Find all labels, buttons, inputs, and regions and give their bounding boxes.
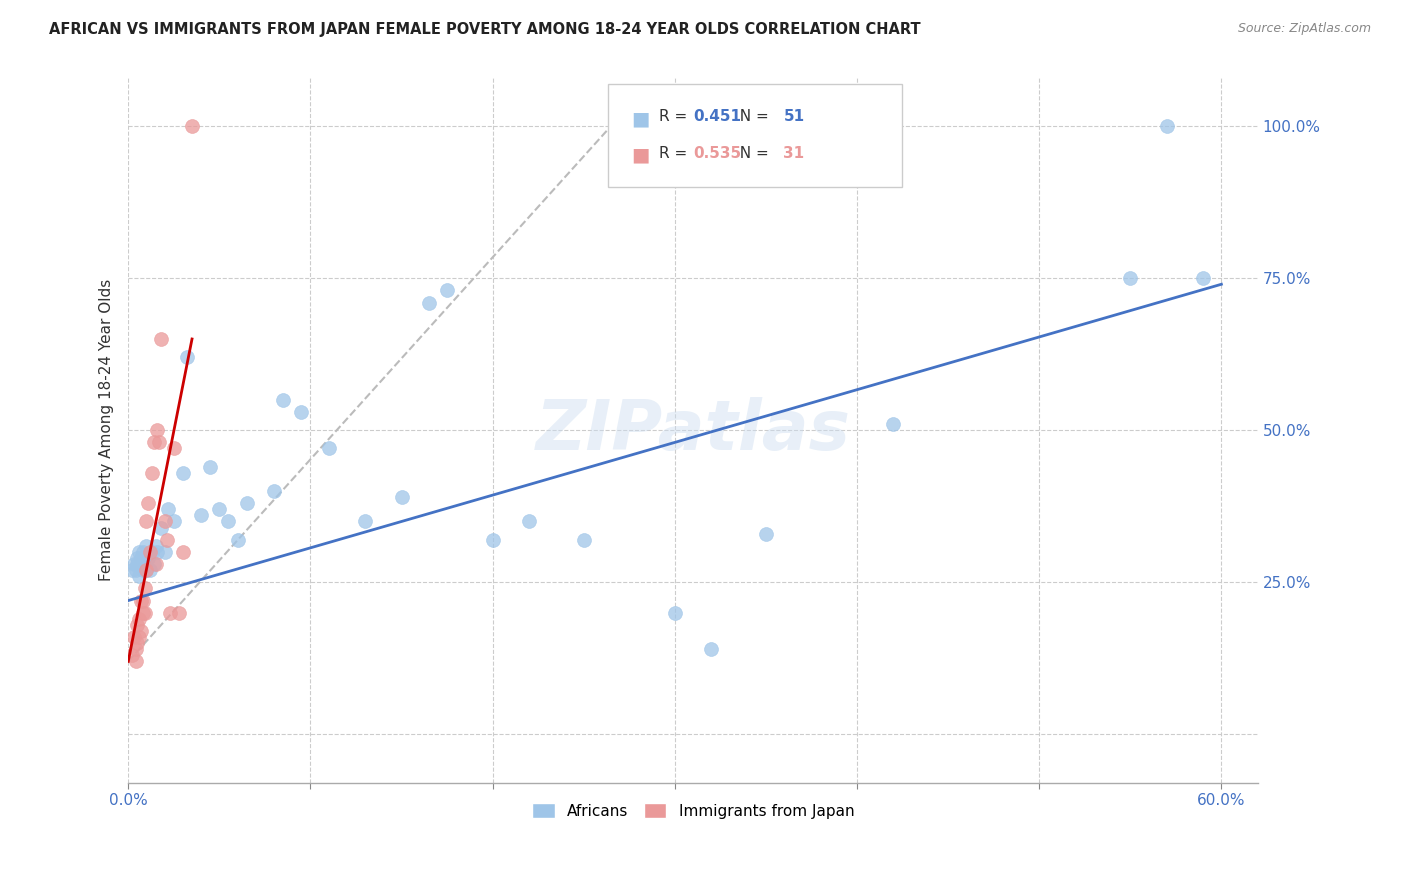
Point <box>882 417 904 432</box>
Text: 0.535: 0.535 <box>693 146 741 161</box>
Text: 0.451: 0.451 <box>693 109 741 124</box>
Point <box>139 563 162 577</box>
Point <box>271 392 294 407</box>
Point <box>132 593 155 607</box>
Point <box>127 636 149 650</box>
Text: ■: ■ <box>631 109 650 128</box>
Point <box>153 545 176 559</box>
Point <box>135 515 157 529</box>
Point <box>135 563 157 577</box>
Legend: Africans, Immigrants from Japan: Africans, Immigrants from Japan <box>526 797 860 825</box>
Point <box>129 624 152 638</box>
Point <box>418 295 440 310</box>
Point <box>136 496 159 510</box>
Point <box>755 526 778 541</box>
Point <box>127 557 149 571</box>
Point <box>128 612 150 626</box>
Point <box>136 551 159 566</box>
Point <box>226 533 249 547</box>
Point <box>127 551 149 566</box>
Text: N =: N = <box>730 109 773 124</box>
Text: R =: R = <box>659 109 692 124</box>
Point <box>436 283 458 297</box>
Point <box>200 459 222 474</box>
Point <box>354 515 377 529</box>
Text: N =: N = <box>730 146 773 161</box>
Point <box>172 466 194 480</box>
Point <box>128 630 150 644</box>
Point <box>1156 119 1178 133</box>
Point <box>141 545 163 559</box>
Point <box>217 515 239 529</box>
Text: ZIPatlas: ZIPatlas <box>536 397 851 464</box>
Point <box>134 551 156 566</box>
Point <box>481 533 503 547</box>
Point <box>181 119 204 133</box>
Point <box>1192 271 1215 285</box>
Point <box>150 520 173 534</box>
Point <box>134 557 156 571</box>
Text: R =: R = <box>659 146 692 161</box>
Text: 51: 51 <box>783 109 804 124</box>
Point <box>135 563 157 577</box>
Point <box>190 508 212 523</box>
Point <box>145 557 167 571</box>
Point <box>135 539 157 553</box>
Point <box>141 466 163 480</box>
Point <box>235 496 257 510</box>
Point <box>122 630 145 644</box>
Text: Source: ZipAtlas.com: Source: ZipAtlas.com <box>1237 22 1371 36</box>
Point <box>134 606 156 620</box>
Point <box>122 557 145 571</box>
Point <box>128 569 150 583</box>
Point <box>124 642 146 657</box>
FancyBboxPatch shape <box>609 85 903 186</box>
Point <box>163 515 186 529</box>
Point <box>172 545 194 559</box>
Point <box>208 502 231 516</box>
Point <box>128 545 150 559</box>
Point <box>146 423 169 437</box>
Point <box>148 435 170 450</box>
Point <box>142 435 165 450</box>
Point <box>132 606 155 620</box>
Point <box>517 515 540 529</box>
Point <box>146 545 169 559</box>
Point <box>134 582 156 596</box>
Y-axis label: Female Poverty Among 18-24 Year Olds: Female Poverty Among 18-24 Year Olds <box>100 279 114 582</box>
Text: AFRICAN VS IMMIGRANTS FROM JAPAN FEMALE POVERTY AMONG 18-24 YEAR OLDS CORRELATIO: AFRICAN VS IMMIGRANTS FROM JAPAN FEMALE … <box>49 22 921 37</box>
Point <box>159 606 181 620</box>
Point <box>124 563 146 577</box>
Point <box>124 654 146 668</box>
Text: 31: 31 <box>783 146 804 161</box>
Text: ■: ■ <box>631 146 650 165</box>
Point <box>664 606 686 620</box>
Point <box>145 539 167 553</box>
Point <box>121 648 143 663</box>
Point <box>129 551 152 566</box>
Point <box>290 405 312 419</box>
Point <box>318 442 340 456</box>
Point <box>150 332 173 346</box>
Point <box>1119 271 1142 285</box>
Point <box>153 515 176 529</box>
Point <box>391 490 413 504</box>
Point <box>167 606 190 620</box>
Point <box>155 533 177 547</box>
Point <box>121 563 143 577</box>
Point <box>139 545 162 559</box>
Point <box>163 442 186 456</box>
Point <box>132 545 155 559</box>
Point <box>572 533 595 547</box>
Point <box>132 563 155 577</box>
Point <box>700 642 723 657</box>
Point <box>129 557 152 571</box>
Point <box>127 618 149 632</box>
Point <box>263 484 285 499</box>
Point <box>142 557 165 571</box>
Point <box>176 351 198 365</box>
Point <box>129 593 152 607</box>
Point <box>157 502 180 516</box>
